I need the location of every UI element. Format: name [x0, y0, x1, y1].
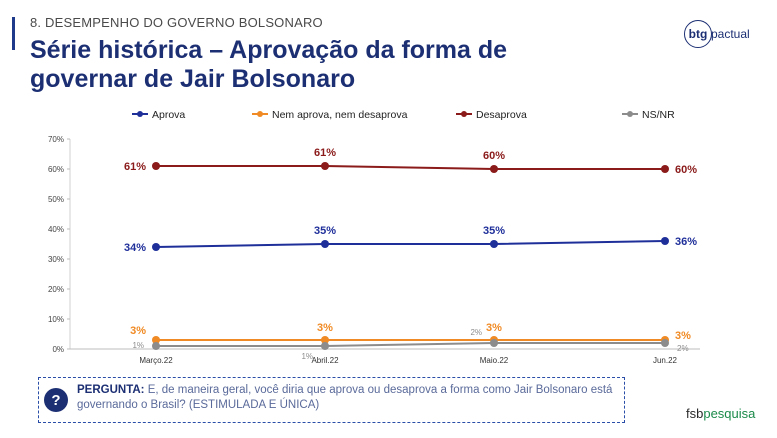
page-title: Série histórica – Aprovação da forma de … — [30, 36, 508, 93]
data-point — [490, 339, 498, 347]
data-point — [152, 162, 160, 170]
data-point — [490, 165, 498, 173]
data-label: 35% — [483, 225, 505, 237]
legend-swatch-marker — [461, 111, 467, 117]
data-label: 3% — [130, 325, 146, 337]
legend-swatch-marker — [137, 111, 143, 117]
x-tick-label: Jun.22 — [653, 356, 678, 365]
data-point — [661, 165, 669, 173]
data-label: 2% — [677, 344, 689, 353]
data-point — [321, 240, 329, 248]
data-label: 61% — [314, 147, 336, 159]
legend-label: Desaprova — [476, 109, 527, 121]
data-point — [321, 162, 329, 170]
y-tick-label: 20% — [48, 285, 64, 294]
question-text: PERGUNTA: E, de maneira geral, você diri… — [77, 383, 617, 413]
legend-swatch-marker — [257, 111, 263, 117]
series-line-ns-nr — [156, 342, 665, 347]
question-box: ? PERGUNTA: E, de maneira geral, você di… — [38, 377, 625, 423]
legend-label: NS/NR — [642, 109, 675, 121]
y-tick-label: 10% — [48, 315, 64, 324]
x-tick-label: Maio.22 — [480, 356, 509, 365]
y-tick-label: 70% — [48, 135, 64, 144]
data-point — [321, 336, 329, 344]
data-point — [152, 342, 160, 350]
legend-swatch-marker — [627, 111, 633, 117]
y-tick-label: 0% — [52, 345, 64, 354]
y-tick-label: 60% — [48, 165, 64, 174]
data-label: 60% — [675, 164, 697, 176]
y-tick-label: 30% — [48, 255, 64, 264]
question-icon: ? — [44, 388, 68, 412]
data-label: 60% — [483, 150, 505, 162]
data-label: 61% — [124, 161, 146, 173]
fsb-pesquisa-logo: fsbpesquisa — [686, 406, 755, 421]
series-line-aprova — [155, 240, 666, 248]
x-tick-label: Março.22 — [139, 356, 173, 365]
y-tick-label: 40% — [48, 225, 64, 234]
btg-pactual-logo: btg pactual — [684, 20, 750, 48]
accent-bar — [12, 17, 15, 50]
data-label: 36% — [675, 236, 697, 248]
question-body: E, de maneira geral, você diria que apro… — [77, 384, 613, 411]
legend-label: Nem aprova, nem desaprova — [272, 109, 408, 121]
legend-label: Aprova — [152, 109, 185, 121]
x-tick-label: Abril.22 — [311, 356, 339, 365]
data-point — [490, 240, 498, 248]
fsb-logo-prefix: fsb — [686, 406, 704, 421]
data-label: 1% — [301, 352, 313, 361]
data-label: 3% — [317, 322, 333, 334]
data-point — [321, 342, 329, 350]
data-label: 35% — [314, 225, 336, 237]
btg-logo-mark: btg — [684, 20, 712, 48]
data-label: 1% — [132, 341, 144, 350]
fsb-logo-suffix: pesquisa — [703, 406, 756, 421]
data-point — [661, 237, 669, 245]
series-line-desaprova — [156, 165, 665, 170]
btg-logo-text: pactual — [711, 27, 750, 41]
data-point — [661, 339, 669, 347]
data-label: 2% — [470, 328, 482, 337]
data-label: 3% — [486, 322, 502, 334]
data-point — [152, 243, 160, 251]
data-label: 3% — [675, 330, 691, 342]
question-label: PERGUNTA: — [77, 384, 145, 396]
data-point — [152, 336, 160, 344]
data-label: 34% — [124, 242, 146, 254]
y-tick-label: 50% — [48, 195, 64, 204]
section-label: 8. DESEMPENHO DO GOVERNO BOLSONARO — [30, 15, 323, 30]
